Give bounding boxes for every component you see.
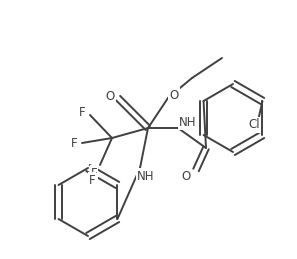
Text: F: F bbox=[79, 105, 85, 119]
Text: O: O bbox=[105, 90, 115, 103]
Text: O: O bbox=[181, 169, 191, 183]
Text: O: O bbox=[169, 89, 178, 102]
Text: F: F bbox=[89, 174, 95, 186]
Text: NH: NH bbox=[137, 169, 155, 183]
Text: NH: NH bbox=[179, 116, 197, 128]
Text: F: F bbox=[91, 167, 97, 179]
Text: F: F bbox=[71, 136, 77, 149]
Text: Cl: Cl bbox=[249, 119, 260, 132]
